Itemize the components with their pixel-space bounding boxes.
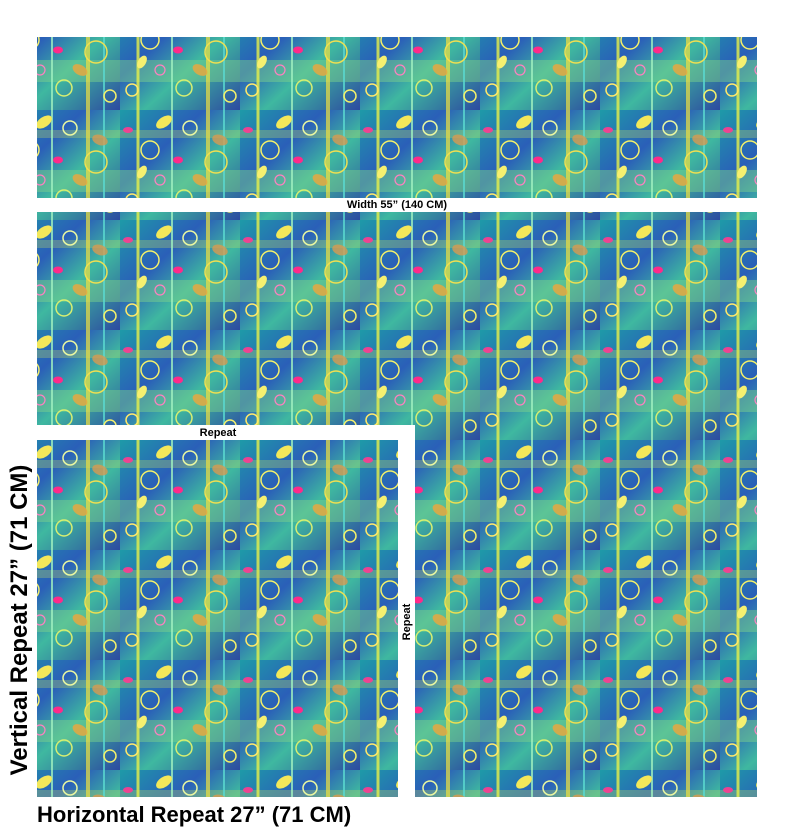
vertical-repeat-label: Vertical Repeat 27” (71 CM): [6, 465, 33, 776]
top-strip: [37, 37, 757, 198]
repeat-label: Repeat: [401, 603, 413, 640]
horizontal-repeat-label: Horizontal Repeat 27” (71 CM): [37, 802, 351, 827]
right-panel: [415, 425, 757, 797]
middle-panel: [37, 212, 757, 425]
repeat-label: Repeat: [200, 427, 237, 439]
width-label: Width 55” (140 CM): [347, 199, 447, 211]
repeat-tile: [37, 440, 398, 797]
